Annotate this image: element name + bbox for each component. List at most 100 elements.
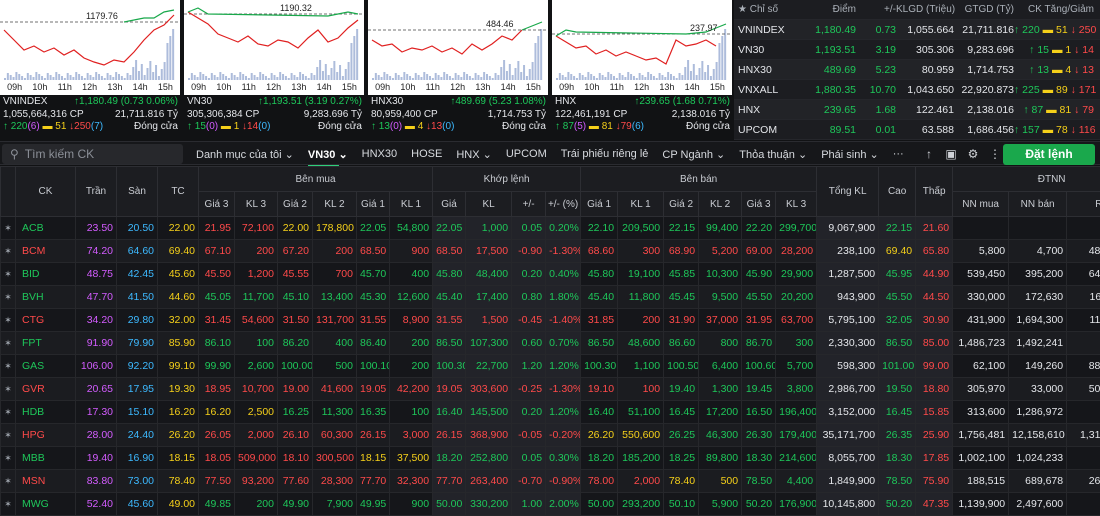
symbol-cell[interactable]: GAS [15, 354, 76, 378]
mini-chart-hnx[interactable]: 237.97 09h 10h 11h 12h 13h 14h 15h HNX ↑239.65 (1… [552, 0, 732, 139]
symbol-cell[interactable]: BID [15, 262, 76, 286]
pin-icon[interactable]: ✶ [0, 285, 16, 309]
table-row[interactable]: ✶ GAS 106.00 92.20 99.10 99.90 2,600 100.00 500 1… [0, 354, 1100, 378]
symbol-cell[interactable]: HDB [15, 400, 76, 424]
bid-vol-2: 131,700 [312, 308, 357, 332]
pin-icon[interactable]: ✶ [0, 239, 16, 263]
upload-icon[interactable]: ↑ [926, 147, 932, 161]
table-row[interactable]: ✶ BID 48.75 42.45 45.60 45.50 1,200 45.55 700 45.… [0, 262, 1100, 286]
volume-bar [166, 43, 169, 80]
table-row[interactable]: ✶ BCM 74.20 64.60 69.40 67.10 200 67.20 200 68.50… [0, 239, 1100, 263]
table-row[interactable]: ✶ FPT 91.90 79.90 85.90 86.10 100 86.20 400 86.40… [0, 331, 1100, 355]
tab-6[interactable]: Trái phiếu riêng lẻ [560, 148, 649, 160]
search-input[interactable] [24, 147, 165, 161]
pin-icon[interactable]: ✶ [0, 331, 16, 355]
ceiling-cell: 20.65 [75, 377, 117, 401]
volume-bar [494, 73, 497, 80]
excel-icon[interactable]: ▣ [945, 147, 957, 161]
volume-bar [443, 72, 446, 80]
table-row[interactable]: ✶ HPG 28.00 24.40 26.20 26.05 2,000 26.10 60,300… [0, 423, 1100, 447]
volume-bar [282, 74, 285, 80]
index-value: 21,711.816 Tỷ [114, 108, 178, 120]
gear-icon[interactable]: ⚙ [967, 147, 979, 161]
table-row[interactable]: ✶ ACB 23.50 20.50 22.00 21.95 72,100 22.00 178,8… [0, 216, 1100, 240]
pin-icon[interactable]: ✶ [0, 262, 16, 286]
tab-5[interactable]: UPCOM [505, 148, 547, 160]
volume-bar [400, 77, 403, 80]
pin-icon[interactable]: ✶ [0, 216, 16, 240]
search-box[interactable]: ⚲ [2, 144, 183, 164]
symbol-cell[interactable]: BCM [15, 239, 76, 263]
symbol-cell[interactable]: ACB [15, 216, 76, 240]
symbol-cell[interactable]: FPT [15, 331, 76, 355]
index-name: UPCOM [738, 123, 778, 136]
mini-chart-hnx30[interactable]: 484.46 09h 10h 11h 12h 13h 14h 15h HNX30 ↑489.69 … [368, 0, 548, 139]
symbol-cell[interactable]: MBB [15, 446, 76, 470]
match-change: -0.90 [511, 239, 547, 263]
symbol-cell[interactable]: MSN [15, 469, 76, 493]
table-row[interactable]: ✶ MWG 52.40 45.60 49.00 49.85 200 49.90 7,900 49.… [0, 492, 1100, 516]
pin-icon[interactable]: ✶ [0, 400, 16, 424]
bid-price-1: 45.30 [356, 285, 390, 309]
pin-icon[interactable]: ✶ [0, 354, 16, 378]
tab-0[interactable]: Danh mục của tôi ⌄ [196, 148, 294, 161]
tab-10[interactable]: ··· [892, 148, 904, 160]
match-vol: 22,700 [465, 354, 513, 378]
volume-bar [644, 77, 647, 80]
volume-bar [672, 76, 675, 80]
index-down: ↓ 13 [1074, 63, 1094, 76]
index-row-vnindex[interactable]: VNINDEX 1,180.49 0.73 1,055.664 21,711.816 ↑ … [734, 20, 1100, 40]
mini-info: VN30 ↑1,193.51 (3.19 0.27%) 305,306,384 CP… [187, 96, 362, 134]
table-row[interactable]: ✶ MBB 19.40 16.90 18.15 18.05 509,000 18.10 300,… [0, 446, 1100, 470]
index-row-vn30[interactable]: VN30 1,193.51 3.19 305.306 9,283.696 ↑ 15 ▬ 1… [734, 40, 1100, 60]
index-value: 21,711.816 [962, 23, 1014, 36]
symbol-cell[interactable]: CTG [15, 308, 76, 332]
pin-icon[interactable]: ✶ [0, 423, 16, 447]
pin-icon[interactable]: ✶ [0, 377, 16, 401]
table-row[interactable]: ✶ CTG 34.20 29.80 32.00 31.45 54,600 31.50 131,7… [0, 308, 1100, 332]
table-row[interactable]: ✶ BVH 47.70 41.50 44.60 45.05 11,700 45.10 13,40… [0, 285, 1100, 309]
index-row-vnxall[interactable]: VNXALL 1,880.35 10.70 1,043.650 22,920.873 ↑ … [734, 80, 1100, 100]
pin-icon[interactable]: ✶ [0, 492, 16, 516]
table-row[interactable]: ✶ GVR 20.65 17.95 19.30 18.95 10,700 19.00 41,60… [0, 377, 1100, 401]
index-row-upcom[interactable]: UPCOM 89.51 0.01 63.588 1,686.456 ↑ 157 ▬ 78 … [734, 120, 1100, 140]
table-row[interactable]: ✶ MSN 83.80 73.00 78.40 77.50 93,200 77.60 28,30… [0, 469, 1100, 493]
tab-7[interactable]: CP Ngành ⌄ [662, 148, 726, 161]
symbol-cell[interactable]: MWG [15, 492, 76, 516]
symbol-cell[interactable]: GVR [15, 377, 76, 401]
tab-2[interactable]: HNX30 [361, 148, 398, 160]
volume-bar [500, 67, 503, 80]
symbol-cell[interactable]: HPG [15, 423, 76, 447]
pin-icon[interactable]: ✶ [0, 308, 16, 332]
mini-chart-vnindex[interactable]: 1179.76 09h 10h 11h 12h 13h 14h 15h VNINDEX ↑1,18… [0, 0, 180, 139]
match-pct: 0.30% [545, 446, 582, 470]
symbol-cell[interactable]: BVH [15, 285, 76, 309]
tab-4[interactable]: HNX ⌄ [456, 148, 492, 161]
low-price: 15.85 [915, 400, 954, 424]
match-change: 0.05 [511, 216, 547, 240]
info-row-3: ↑ 87(5) ▬ 81 ↓79(6) Đóng cửa [555, 121, 730, 134]
col-ceiling: Trần [75, 166, 117, 217]
tab-3[interactable]: HOSE [411, 148, 443, 160]
more-vertical-icon[interactable]: ⋮ [989, 147, 1001, 161]
index-row-hnx[interactable]: HNX 239.65 1.68 122.461 2,138.016 ↑ 87 ▬ 81 ↓… [734, 100, 1100, 120]
place-order-button[interactable]: Đặt lệnh [1003, 144, 1095, 165]
index-row-hnx30[interactable]: HNX30 489.69 5.23 80.959 1,714.753 ↑ 13 ▬ 4 ↓… [734, 60, 1100, 80]
bid-vol-3: 509,000 [234, 446, 278, 470]
breadth: ↑ 15(0) ▬ 1 ↓14(0) [187, 121, 270, 134]
tab-8[interactable]: Thỏa thuận ⌄ [739, 148, 808, 161]
pin-icon[interactable]: ✶ [0, 469, 16, 493]
pin-icon[interactable]: ✶ [0, 446, 16, 470]
tab-9[interactable]: Phái sinh ⌄ [821, 148, 879, 161]
volume-bar [227, 78, 230, 80]
star-icon[interactable]: ★ Chỉ số [738, 4, 779, 15]
volume-bar [590, 74, 593, 80]
volume-bar [296, 77, 299, 80]
tab-1[interactable]: VN30 ⌄ [307, 148, 348, 167]
volume-bar [58, 74, 61, 80]
volume-bar [132, 67, 135, 80]
ask-price-3: 100.60 [741, 354, 777, 378]
table-row[interactable]: ✶ HDB 17.30 15.10 16.20 16.20 2,500 16.25 11,300… [0, 400, 1100, 424]
mini-chart-vn30[interactable]: 1190.32 09h 10h 11h 12h 13h 14h 15h VN30 ↑1,193.5… [184, 0, 364, 139]
index-breadth: ↑ 15 ▬ 1 ↓ 14 [1014, 44, 1094, 56]
